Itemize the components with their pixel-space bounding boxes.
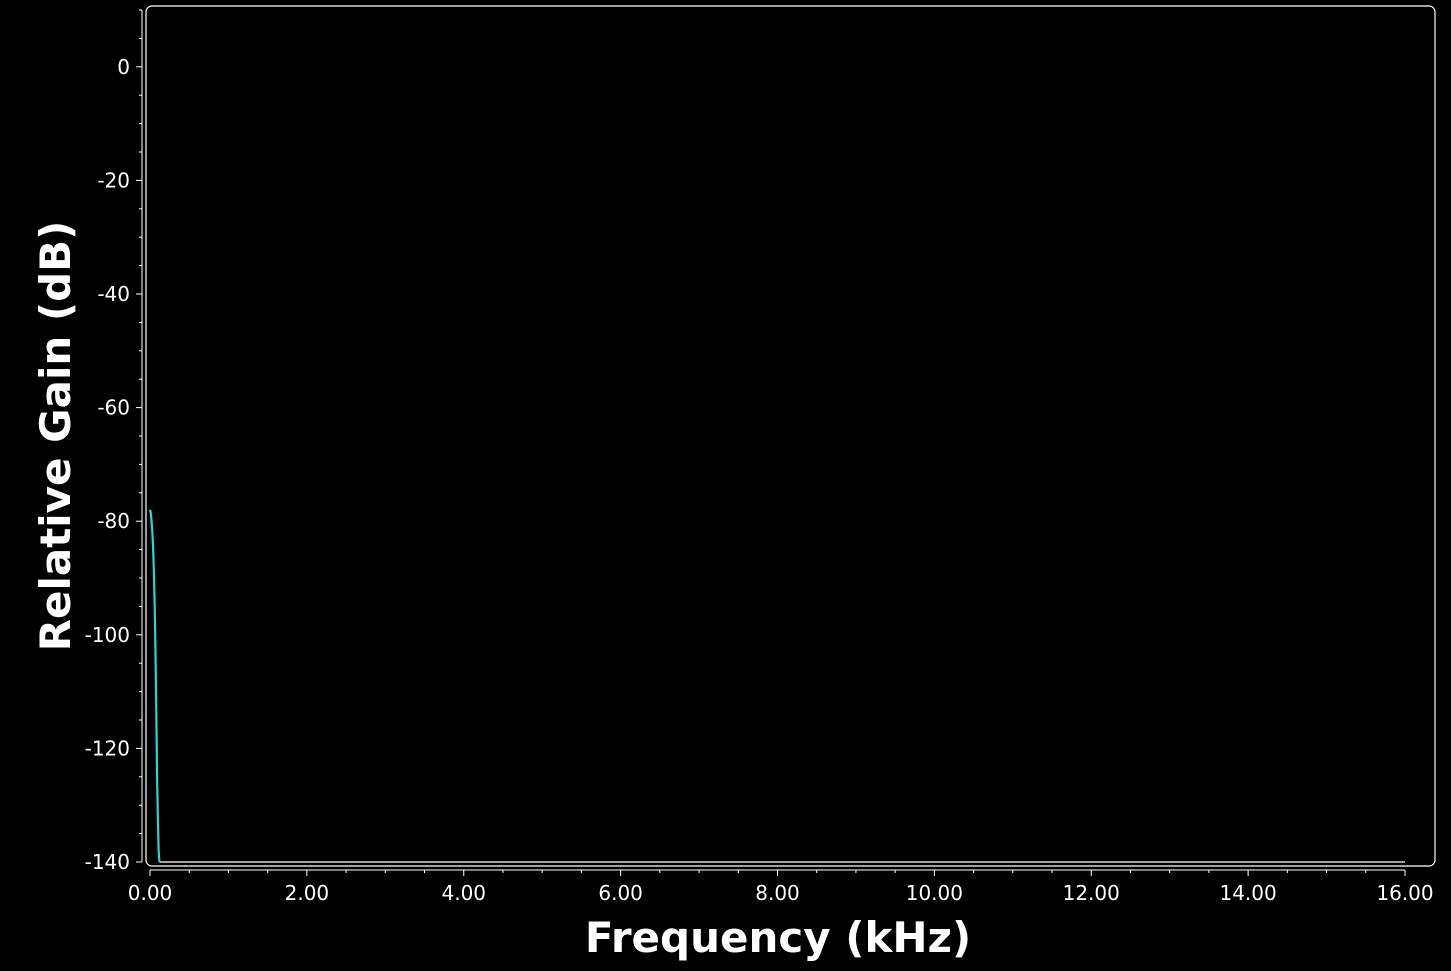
x-tick-label: 16.00 xyxy=(1376,881,1433,905)
y-tick-label: -20 xyxy=(97,168,130,192)
y-tick-label: 0 xyxy=(117,55,130,79)
y-tick-label: -120 xyxy=(85,736,130,760)
x-tick-label: 14.00 xyxy=(1219,881,1276,905)
x-tick-label: 6.00 xyxy=(598,881,643,905)
x-tick-label: 4.00 xyxy=(441,881,486,905)
y-tick-label: -140 xyxy=(85,850,130,874)
y-tick-label: -100 xyxy=(85,623,130,647)
x-axis: 0.00 2.00 4.00 6.00 8.00 10.00 12.00 14.00 16.00 xyxy=(128,869,1434,905)
x-tick-label: 10.00 xyxy=(906,881,963,905)
y-tick-label: -40 xyxy=(97,282,130,306)
x-tick-label: 2.00 xyxy=(285,881,330,905)
x-tick-label: 0.00 xyxy=(128,881,173,905)
x-axis-title: Frequency (kHz) xyxy=(585,913,971,962)
y-tick-label: -60 xyxy=(97,396,130,420)
y-tick-label: -80 xyxy=(97,509,130,533)
y-axis-title: Relative Gain (dB) xyxy=(31,221,80,652)
plot-frame xyxy=(145,5,1436,867)
x-tick-label: 8.00 xyxy=(755,881,800,905)
series-0-line xyxy=(148,509,161,863)
x-tick-label: 12.00 xyxy=(1063,881,1120,905)
y-axis: 0 -20 -40 -60 -80 -100 -120 -140 xyxy=(85,9,143,874)
series-layer xyxy=(148,509,1405,863)
